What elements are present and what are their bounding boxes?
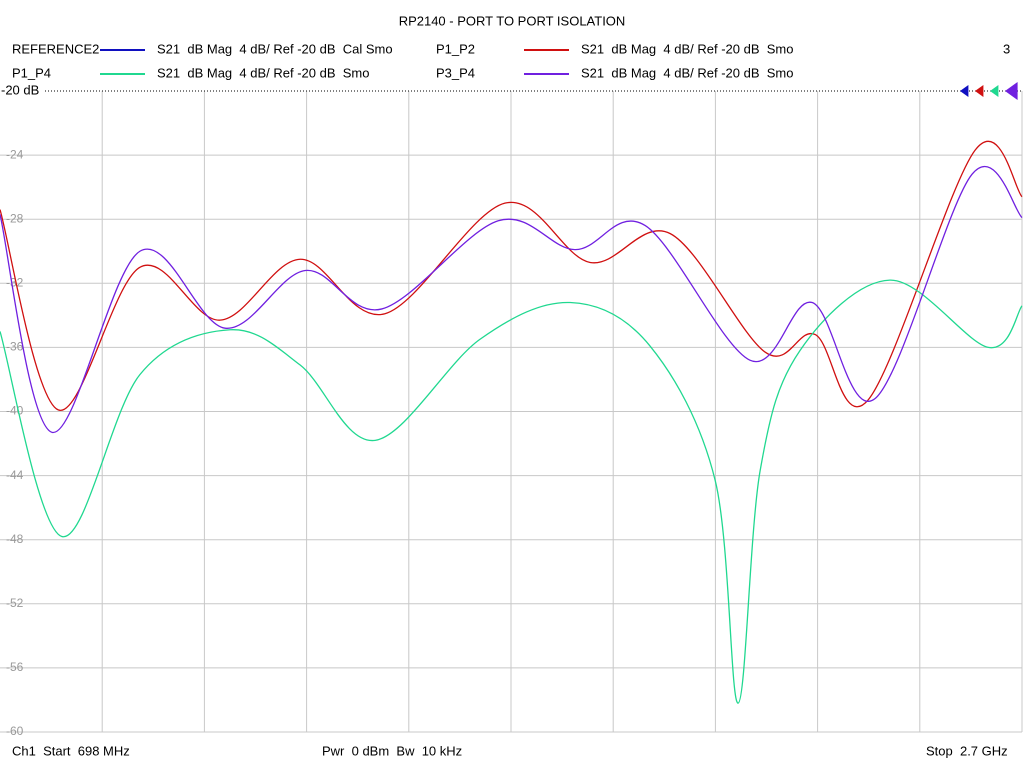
y-tick-label: -56	[6, 660, 24, 674]
reference-marker	[960, 85, 969, 97]
legend-name: P1_P2	[436, 41, 475, 56]
y-tick-label: -44	[6, 468, 24, 482]
y-tick-label: -48	[6, 532, 24, 546]
reference-label: -20 dB	[1, 82, 39, 97]
y-tick-label: -36	[6, 340, 24, 354]
power-label: Pwr 0 dBm Bw 10 kHz	[322, 743, 462, 758]
reference-marker	[975, 85, 984, 97]
legend-name: P1_P4	[12, 65, 51, 80]
legend-name: REFERENCE2	[12, 41, 99, 56]
y-tick-label: -40	[6, 404, 24, 418]
reference-marker	[990, 85, 999, 97]
y-tick-label: -52	[6, 596, 24, 610]
legend-description: S21 dB Mag 4 dB/ Ref -20 dB Smo	[581, 41, 793, 56]
chart-title: RP2140 - PORT TO PORT ISOLATION	[399, 13, 626, 28]
trace	[0, 165, 1023, 433]
y-tick-label: -60	[6, 724, 24, 738]
reference-marker	[1005, 82, 1018, 100]
y-tick-label: -32	[6, 275, 24, 289]
legend-description: S21 dB Mag 4 dB/ Ref -20 dB Cal Smo	[157, 41, 393, 56]
y-tick-label: -24	[6, 147, 24, 161]
start-label: Ch1 Start 698 MHz	[12, 743, 130, 758]
stop-label: Stop 2.7 GHz	[926, 743, 1008, 758]
y-tick-label: -28	[6, 211, 24, 225]
channel-number: 3	[1003, 41, 1010, 56]
trace	[0, 140, 1023, 411]
trace	[0, 279, 1023, 704]
legend-description: S21 dB Mag 4 dB/ Ref -20 dB Smo	[157, 65, 369, 80]
legend-name: P3_P4	[436, 65, 475, 80]
reference-label-bg	[0, 84, 44, 98]
legend-description: S21 dB Mag 4 dB/ Ref -20 dB Smo	[581, 65, 793, 80]
